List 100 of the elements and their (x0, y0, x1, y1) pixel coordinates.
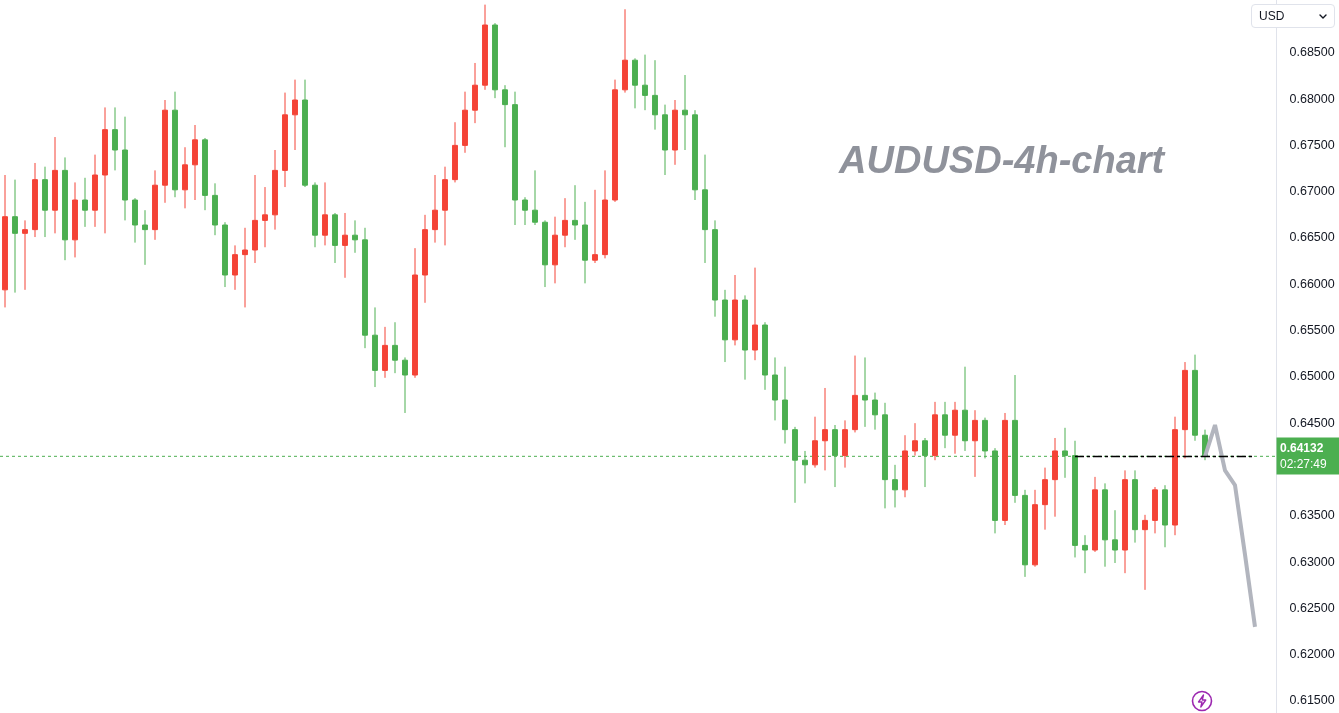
y-tick-label: 0.63000 (1289, 554, 1335, 569)
y-axis-title: USD (1259, 9, 1285, 23)
line-series (1203, 423, 1257, 629)
candlestick (932, 401, 938, 461)
candlestick (222, 221, 228, 288)
y-tick-label: 0.66500 (1289, 230, 1335, 245)
candlestick (852, 355, 858, 433)
candlestick (62, 156, 68, 261)
candlestick (522, 196, 528, 226)
candlestick (312, 181, 318, 248)
candlestick (322, 181, 328, 246)
candlestick (772, 356, 778, 421)
candlestick (872, 392, 878, 431)
candlestick (152, 169, 158, 241)
candlestick (382, 326, 388, 379)
candlestick (672, 99, 678, 166)
candlestick (1172, 416, 1178, 536)
y-tick-label: 0.66000 (1289, 276, 1335, 291)
candlestick (112, 106, 118, 171)
candlestick (812, 416, 818, 469)
candlestick (892, 464, 898, 508)
candlestick (472, 62, 478, 124)
candlestick (412, 247, 418, 379)
candlestick (842, 419, 848, 469)
y-tick-label: 0.64500 (1289, 415, 1335, 430)
candlestick (732, 274, 738, 346)
candlestick (722, 289, 728, 363)
candlestick (192, 124, 198, 201)
candlestick (1092, 476, 1098, 553)
candlestick (172, 91, 178, 198)
candlestick (92, 154, 98, 228)
candlestick (232, 244, 238, 291)
candlestick (372, 306, 378, 388)
candlestick (12, 179, 18, 294)
candlestick (1142, 514, 1148, 591)
candlestick (972, 409, 978, 478)
candlestick (1102, 482, 1108, 568)
candlestick (22, 219, 28, 291)
candlestick (352, 219, 358, 254)
candlestick (82, 177, 88, 228)
candlestick (402, 356, 408, 414)
candlestick (742, 294, 748, 381)
candlestick (532, 169, 538, 226)
candlestick (122, 116, 128, 221)
candlestick (442, 166, 448, 246)
candlestick (1082, 534, 1088, 574)
candlestick (182, 146, 188, 209)
candlestick (72, 181, 78, 258)
candlestick (332, 212, 338, 264)
candlestick (602, 169, 608, 259)
candlestick (902, 434, 908, 498)
candlestick (292, 79, 298, 151)
y-tick-label: 0.68500 (1289, 45, 1335, 60)
candlestick (262, 186, 268, 248)
candlestick (752, 267, 758, 361)
candlestick (942, 401, 948, 449)
candlestick (52, 136, 58, 234)
candlestick (822, 387, 828, 471)
y-tick-label: 0.65000 (1289, 369, 1335, 384)
candlestick (502, 84, 508, 148)
candlestick (622, 8, 628, 94)
candlestick (1182, 361, 1188, 459)
candlestick (662, 104, 668, 176)
candlestick (132, 197, 138, 244)
candlestick (592, 189, 598, 264)
candlestick (202, 137, 208, 211)
currency-dropdown: USD (1251, 4, 1335, 28)
y-tick-label: 0.65500 (1289, 323, 1335, 338)
y-tick-label: 0.67000 (1289, 184, 1335, 199)
candlestick (2, 174, 8, 308)
candlestick (1112, 509, 1118, 564)
candlestick (692, 109, 698, 201)
candlestick (1022, 489, 1028, 578)
candlestick (952, 401, 958, 455)
y-tick-label: 0.63500 (1289, 508, 1335, 523)
candlestick (652, 59, 658, 131)
candlestick (962, 366, 968, 452)
candlestick (392, 321, 398, 374)
candlestick (1162, 484, 1168, 548)
candlestick (462, 91, 468, 154)
candlestick (1132, 469, 1138, 544)
candlestick (762, 321, 768, 391)
candlestick (862, 356, 868, 428)
candlestick (452, 121, 458, 183)
candlestick (32, 162, 38, 238)
candlestick (712, 219, 718, 318)
candlestick (282, 92, 288, 188)
candlestick (1042, 467, 1048, 531)
candlestick (582, 201, 588, 284)
candlestick (362, 227, 368, 349)
ref-line-label: 0.64132 02:27:49 (1280, 441, 1328, 471)
y-tick-label: 0.62500 (1289, 600, 1335, 615)
candlestick (632, 57, 638, 109)
candlestick (552, 216, 558, 284)
y-tick-label: 0.68000 (1289, 91, 1335, 106)
candlestick (422, 214, 428, 304)
candlestick (1152, 486, 1158, 534)
candlestick (432, 174, 438, 244)
candlestick (42, 166, 48, 238)
candlestick (1002, 412, 1008, 526)
